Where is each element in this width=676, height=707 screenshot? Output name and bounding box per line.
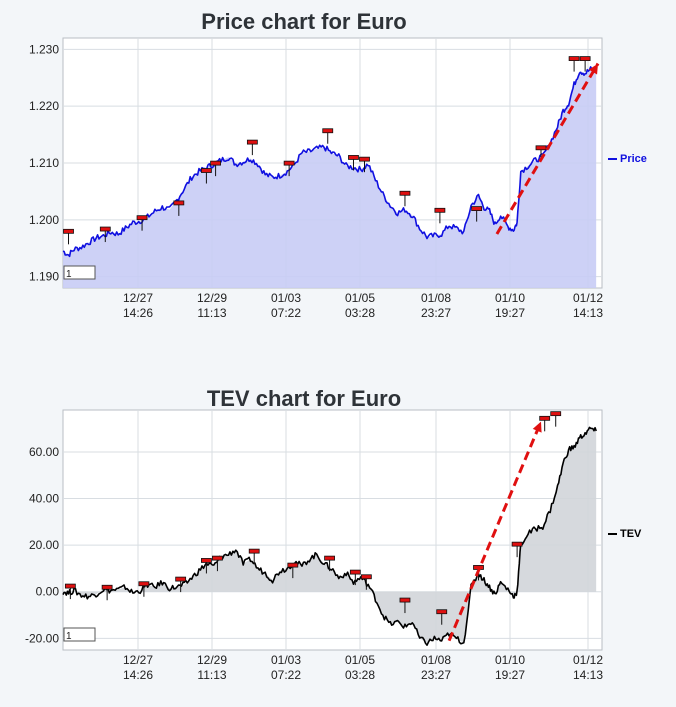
series-line [62, 426, 597, 646]
event-marker[interactable] [99, 226, 111, 232]
event-marker[interactable] [324, 555, 335, 561]
event-marker[interactable] [64, 583, 76, 589]
y-tick-label: 20.00 [29, 538, 59, 552]
y-tick-label: 1.210 [29, 156, 59, 170]
price-legend-swatch [608, 158, 617, 160]
price-chart-title: Price chart for Euro [201, 9, 407, 34]
trend-arrow-line [495, 62, 600, 235]
x-tick-time: 11:13 [197, 668, 226, 682]
x-tick-date: 01/10 [495, 291, 525, 305]
event-marker[interactable] [173, 200, 185, 206]
event-marker[interactable] [399, 597, 411, 603]
x-tick-date: 01/03 [271, 653, 301, 667]
x-tick-date: 01/05 [345, 653, 375, 667]
x-tick-date: 01/08 [421, 653, 451, 667]
series-line [62, 66, 597, 258]
x-tick-date: 01/12 [573, 291, 603, 305]
price-legend: Price [608, 153, 647, 165]
event-marker[interactable] [349, 569, 361, 575]
tev-legend-swatch [608, 533, 617, 535]
x-tick-time: 14:13 [573, 668, 603, 682]
x-tick-time: 14:13 [573, 306, 603, 320]
y-tick-label: 60.00 [29, 445, 59, 459]
x-tick-time: 23:27 [421, 306, 451, 320]
y-tick-label: 1.230 [29, 42, 59, 56]
x-tick-time: 07:22 [271, 306, 301, 320]
y-tick-label: 1.190 [29, 270, 59, 284]
x-tick-time: 23:27 [421, 668, 451, 682]
event-marker[interactable] [101, 584, 113, 590]
event-marker[interactable] [175, 576, 187, 582]
x-tick-time: 19:27 [495, 668, 525, 682]
y-tick-label: -20.00 [25, 631, 59, 645]
event-marker[interactable] [322, 128, 334, 134]
event-marker[interactable] [436, 609, 448, 615]
x-tick-date: 01/08 [421, 291, 451, 305]
level-box-label: 1 [66, 269, 72, 280]
event-marker[interactable] [471, 206, 483, 211]
x-tick-date: 01/12 [573, 653, 603, 667]
event-marker[interactable] [246, 139, 258, 145]
event-marker[interactable] [63, 228, 74, 234]
x-tick-time: 11:13 [197, 306, 226, 320]
event-marker[interactable] [539, 415, 551, 421]
x-tick-time: 03:28 [345, 306, 375, 320]
x-tick-time: 07:22 [271, 668, 301, 682]
event-marker[interactable] [136, 215, 148, 221]
event-marker[interactable] [287, 562, 299, 568]
x-tick-date: 01/03 [271, 291, 301, 305]
event-marker[interactable] [201, 168, 212, 173]
x-tick-date: 01/10 [495, 653, 525, 667]
trend-arrow-line [447, 421, 543, 642]
event-marker[interactable] [283, 160, 295, 166]
tev-chart-title: TEV chart for Euro [206, 386, 402, 411]
x-tick-date: 12/27 [123, 653, 153, 667]
level-box[interactable] [63, 265, 96, 280]
x-tick-date: 12/29 [197, 291, 227, 305]
trend-arrow-head [588, 63, 598, 75]
level-box[interactable] [63, 627, 96, 642]
event-marker[interactable] [568, 56, 580, 61]
event-marker[interactable] [535, 145, 547, 151]
event-marker[interactable] [212, 555, 223, 561]
y-tick-label: 40.00 [29, 492, 59, 506]
event-marker[interactable] [210, 160, 221, 166]
y-tick-label: 1.200 [29, 213, 59, 227]
tev-legend-label: TEV [620, 528, 642, 540]
x-tick-time: 14:26 [123, 668, 153, 682]
y-tick-label: 0.00 [36, 585, 60, 599]
event-marker[interactable] [359, 156, 370, 162]
event-marker[interactable] [399, 190, 411, 196]
event-marker[interactable] [360, 574, 372, 580]
event-marker[interactable] [138, 581, 150, 587]
level-box-label: 1 [66, 631, 72, 642]
plot-area [62, 409, 603, 651]
event-marker[interactable] [348, 155, 359, 160]
series-area [63, 428, 597, 643]
event-marker[interactable] [579, 56, 591, 61]
x-tick-date: 12/27 [123, 291, 153, 305]
x-tick-date: 01/05 [345, 291, 375, 305]
event-marker[interactable] [511, 541, 523, 547]
event-marker[interactable] [201, 558, 212, 563]
event-marker[interactable] [550, 411, 562, 417]
event-marker[interactable] [248, 548, 260, 554]
y-tick-label: 1.220 [29, 99, 59, 113]
event-marker[interactable] [434, 207, 446, 213]
x-tick-time: 14:26 [123, 306, 153, 320]
x-tick-time: 03:28 [345, 668, 375, 682]
price-legend-label: Price [620, 153, 647, 165]
trend-arrow-head [532, 421, 542, 433]
x-tick-time: 19:27 [495, 306, 525, 320]
x-tick-date: 12/29 [197, 653, 227, 667]
tev-legend: TEV [608, 528, 641, 540]
